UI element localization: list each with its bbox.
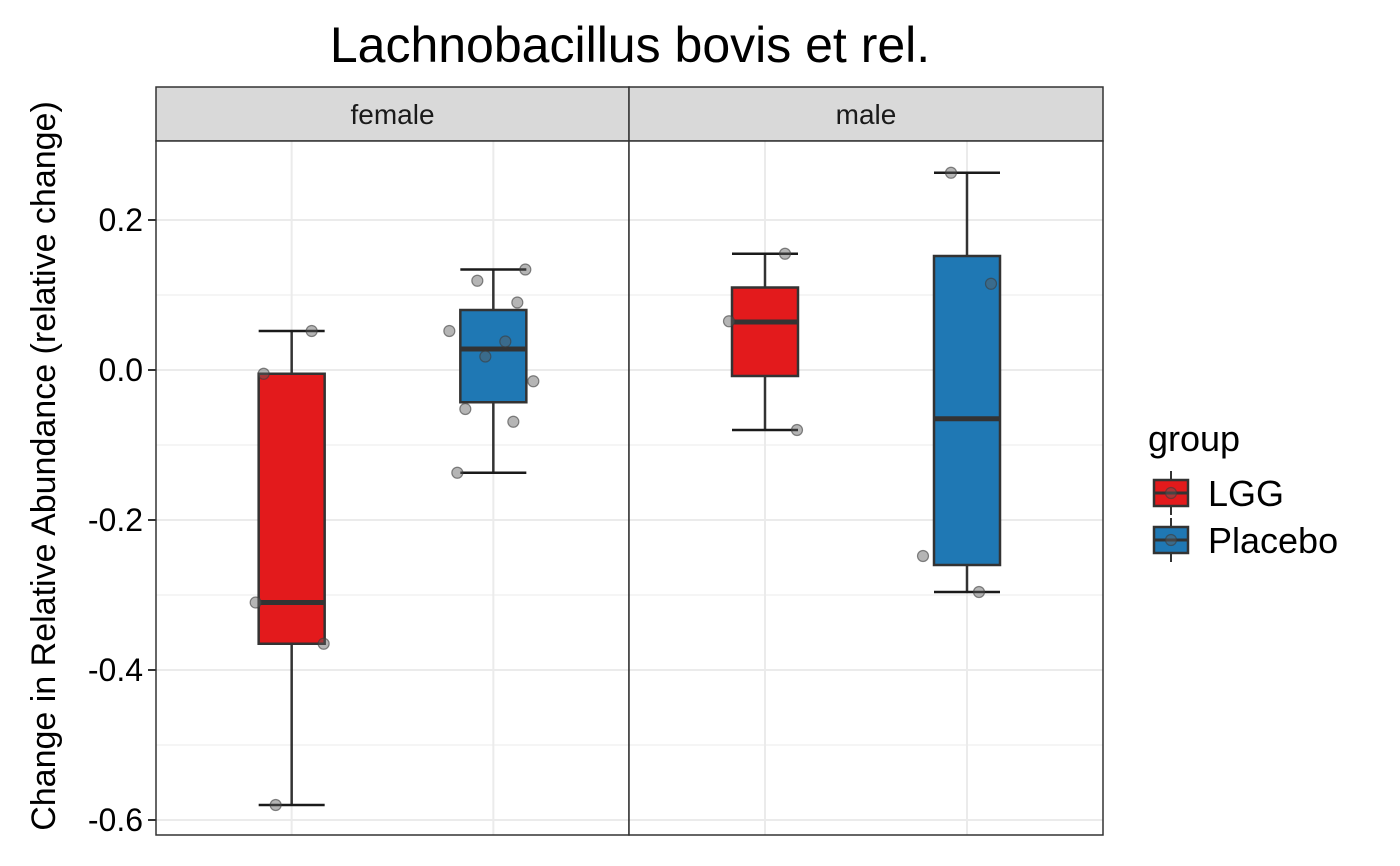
y-axis: 0.2 0.0 -0.2 -0.4 -0.6 bbox=[88, 202, 156, 838]
legend-label: Placebo bbox=[1208, 520, 1338, 561]
data-point bbox=[972, 585, 986, 599]
data-point bbox=[944, 166, 958, 179]
box-body bbox=[257, 372, 326, 645]
strip-female bbox=[155, 86, 630, 142]
data-point bbox=[479, 350, 492, 363]
y-tick-label: 0.0 bbox=[99, 352, 143, 388]
data-point bbox=[916, 549, 930, 563]
panel-border bbox=[628, 140, 1104, 836]
data-point bbox=[527, 375, 540, 388]
y-tick-label: -0.4 bbox=[88, 652, 143, 688]
legend-label: LGG bbox=[1208, 473, 1284, 514]
data-point bbox=[778, 247, 792, 260]
data-point bbox=[459, 402, 472, 416]
y-tick-label: 0.2 bbox=[99, 202, 143, 238]
y-axis-label: Change in Relative Abundance (relative c… bbox=[25, 101, 63, 831]
box-body bbox=[932, 254, 1002, 567]
box-male-LGG bbox=[722, 247, 804, 437]
y-tick-label: -0.6 bbox=[88, 802, 143, 838]
chart-title: Lachnobacillus bovis et rel. bbox=[330, 17, 930, 73]
panel-background bbox=[156, 141, 629, 835]
data-point bbox=[790, 423, 804, 437]
strip-label-female: female bbox=[350, 99, 434, 130]
data-point bbox=[269, 798, 282, 812]
data-point bbox=[317, 637, 330, 650]
strip-male bbox=[628, 86, 1104, 142]
panel-female: female bbox=[155, 86, 630, 836]
box-female-LGG bbox=[249, 324, 330, 812]
panel-male: male bbox=[628, 86, 1104, 836]
data-point bbox=[471, 274, 484, 287]
legend-item-lgg: LGG bbox=[1152, 471, 1284, 515]
box-body bbox=[730, 286, 800, 378]
facet-panels: female male bbox=[155, 86, 1104, 836]
box-female-Placebo bbox=[443, 263, 540, 479]
data-point bbox=[443, 324, 456, 338]
data-point bbox=[451, 466, 464, 479]
box-body bbox=[459, 308, 528, 404]
data-point bbox=[305, 324, 318, 338]
legend: group LGG Placebo bbox=[1148, 418, 1338, 562]
data-point bbox=[499, 335, 512, 348]
legend-key-point bbox=[1164, 486, 1178, 500]
legend-key-point bbox=[1164, 533, 1178, 547]
data-point bbox=[507, 415, 520, 428]
data-point bbox=[257, 367, 270, 380]
strip-label-male: male bbox=[836, 99, 897, 130]
y-tick-label: -0.2 bbox=[88, 502, 143, 538]
data-point bbox=[722, 315, 736, 328]
data-point bbox=[984, 277, 998, 290]
legend-item-placebo: Placebo bbox=[1152, 518, 1338, 562]
data-point bbox=[511, 296, 524, 309]
legend-title: group bbox=[1148, 418, 1240, 459]
data-point bbox=[519, 263, 532, 276]
box-male-Placebo bbox=[916, 166, 1002, 599]
panel-background bbox=[629, 141, 1103, 835]
data-point bbox=[249, 596, 262, 609]
